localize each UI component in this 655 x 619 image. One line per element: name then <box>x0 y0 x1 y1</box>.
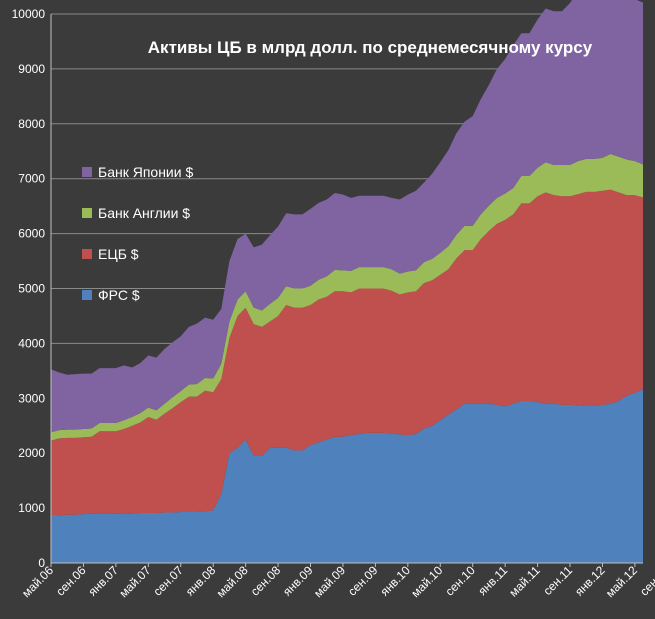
chart-title: Активы ЦБ в млрд долл. по среднемесячном… <box>148 38 593 57</box>
y-tick-label: 2000 <box>18 446 45 460</box>
y-tick-label: 3000 <box>18 391 45 405</box>
y-tick-label: 4000 <box>18 336 45 350</box>
y-tick-labels: 0 1000 2000 3000 4000 5000 6000 7000 8000 9000 100… <box>12 7 46 570</box>
series-area-2 <box>51 189 643 516</box>
series-areas <box>51 0 643 563</box>
y-tick-label: 9000 <box>18 62 45 76</box>
series-area-3 <box>51 153 643 441</box>
y-tick-label: 8000 <box>18 117 45 131</box>
y-tick-label: 1000 <box>18 501 45 515</box>
y-tick-label: 7000 <box>18 172 45 186</box>
legend-label: ФРС $ <box>98 287 140 303</box>
legend-swatch <box>82 249 92 259</box>
legend-swatch <box>82 167 92 177</box>
y-tick-label: 10000 <box>12 7 46 21</box>
legend-label: ЕЦБ $ <box>98 246 139 262</box>
y-tick-label: 6000 <box>18 227 45 241</box>
axes <box>50 14 643 567</box>
legend-label: Банк Японии $ <box>98 164 193 180</box>
legend: Банк Японии $ Банк Англии $ ЕЦБ $ ФРС $ <box>82 164 193 303</box>
legend-swatch <box>82 208 92 218</box>
legend-label: Банк Англии $ <box>98 205 190 221</box>
y-tick-label: 5000 <box>18 282 45 296</box>
legend-swatch <box>82 290 92 300</box>
series-area-4 <box>51 0 643 433</box>
series-area-1 <box>51 389 643 563</box>
y-tick-label: 0 <box>38 556 45 570</box>
